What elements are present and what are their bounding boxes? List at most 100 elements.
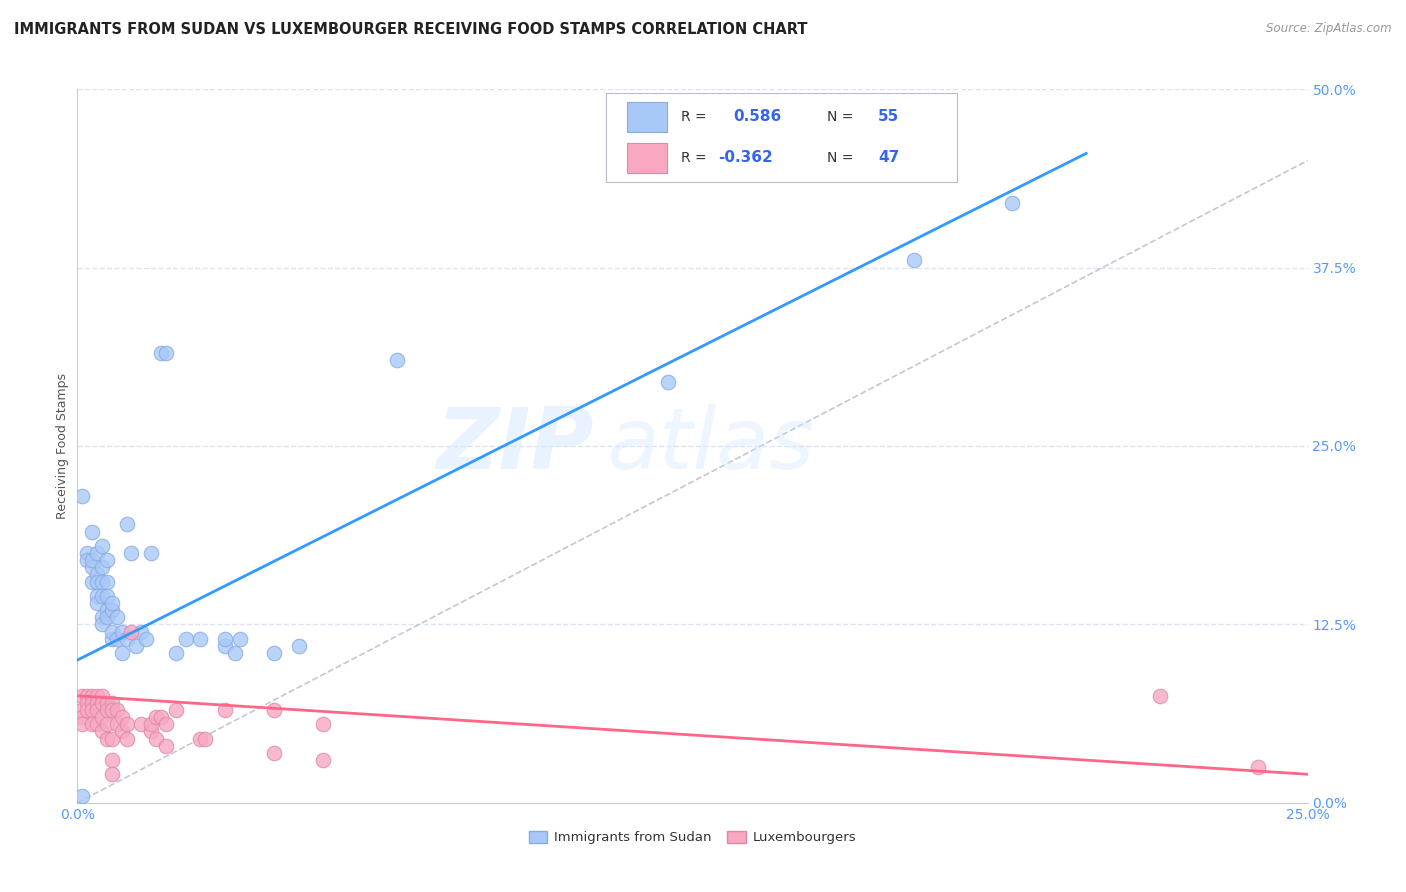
Point: [903, 253, 925, 268]
Point: [96, 610, 118, 624]
Text: R =: R =: [682, 151, 711, 165]
Point: [111, 646, 132, 660]
Point: [101, 731, 124, 746]
Point: [82, 524, 104, 539]
Point: [70, 789, 93, 803]
Point: [263, 646, 285, 660]
Text: 47: 47: [879, 151, 900, 165]
Point: [312, 753, 335, 767]
Point: [165, 646, 187, 660]
Point: [86, 717, 108, 731]
Point: [115, 717, 138, 731]
Point: [82, 553, 104, 567]
Point: [145, 710, 167, 724]
Text: IMMIGRANTS FROM SUDAN VS LUXEMBOURGER RECEIVING FOOD STAMPS CORRELATION CHART: IMMIGRANTS FROM SUDAN VS LUXEMBOURGER RE…: [14, 22, 807, 37]
Point: [70, 489, 93, 503]
Point: [96, 553, 118, 567]
Text: 0.586: 0.586: [733, 110, 782, 124]
Point: [90, 696, 114, 710]
Point: [188, 632, 212, 646]
Point: [90, 610, 114, 624]
Point: [228, 632, 252, 646]
Point: [115, 517, 138, 532]
Point: [312, 717, 335, 731]
Point: [86, 574, 108, 589]
Point: [115, 632, 138, 646]
Point: [90, 589, 114, 603]
Point: [135, 632, 157, 646]
Point: [90, 574, 114, 589]
Point: [214, 632, 236, 646]
Point: [82, 696, 104, 710]
Point: [76, 689, 98, 703]
Point: [96, 574, 118, 589]
Point: [165, 703, 187, 717]
Point: [105, 632, 128, 646]
Point: [214, 703, 236, 717]
Point: [111, 724, 132, 739]
Point: [1247, 760, 1270, 774]
Point: [101, 624, 124, 639]
FancyBboxPatch shape: [606, 93, 957, 182]
Text: N =: N =: [827, 151, 858, 165]
Point: [115, 731, 138, 746]
Legend: Immigrants from Sudan, Luxembourgers: Immigrants from Sudan, Luxembourgers: [523, 825, 862, 850]
Point: [105, 717, 128, 731]
Point: [86, 589, 108, 603]
Point: [70, 703, 93, 717]
Point: [101, 596, 124, 610]
Point: [86, 567, 108, 582]
Point: [70, 717, 93, 731]
Y-axis label: Receiving Food Stamps: Receiving Food Stamps: [56, 373, 69, 519]
Text: Source: ZipAtlas.com: Source: ZipAtlas.com: [1267, 22, 1392, 36]
Point: [385, 353, 409, 368]
Point: [90, 560, 114, 574]
Point: [82, 703, 104, 717]
Point: [214, 639, 236, 653]
Point: [90, 724, 114, 739]
FancyBboxPatch shape: [627, 102, 666, 132]
Point: [194, 731, 217, 746]
Point: [101, 603, 124, 617]
Point: [86, 546, 108, 560]
Point: [129, 624, 153, 639]
Point: [145, 731, 167, 746]
Point: [288, 639, 311, 653]
Point: [82, 560, 104, 574]
Point: [155, 717, 177, 731]
Point: [657, 375, 679, 389]
Point: [76, 553, 98, 567]
Point: [82, 574, 104, 589]
Text: 55: 55: [879, 110, 900, 124]
Point: [105, 610, 128, 624]
Text: -0.362: -0.362: [718, 151, 773, 165]
Text: atlas: atlas: [606, 404, 814, 488]
Point: [141, 546, 163, 560]
Point: [90, 539, 114, 553]
Point: [96, 696, 118, 710]
Point: [101, 632, 124, 646]
Point: [111, 710, 132, 724]
Point: [141, 724, 163, 739]
Point: [90, 689, 114, 703]
Point: [70, 710, 93, 724]
Point: [155, 346, 177, 360]
Point: [101, 753, 124, 767]
Point: [76, 696, 98, 710]
Point: [90, 617, 114, 632]
FancyBboxPatch shape: [627, 143, 666, 173]
Text: ZIP: ZIP: [436, 404, 595, 488]
Point: [150, 710, 173, 724]
Point: [121, 624, 143, 639]
Point: [82, 717, 104, 731]
Point: [86, 596, 108, 610]
Point: [96, 603, 118, 617]
Point: [1001, 196, 1024, 211]
Point: [188, 731, 212, 746]
Point: [224, 646, 246, 660]
Point: [86, 703, 108, 717]
Text: N =: N =: [827, 110, 858, 124]
Point: [125, 639, 148, 653]
Point: [101, 696, 124, 710]
Point: [86, 696, 108, 710]
